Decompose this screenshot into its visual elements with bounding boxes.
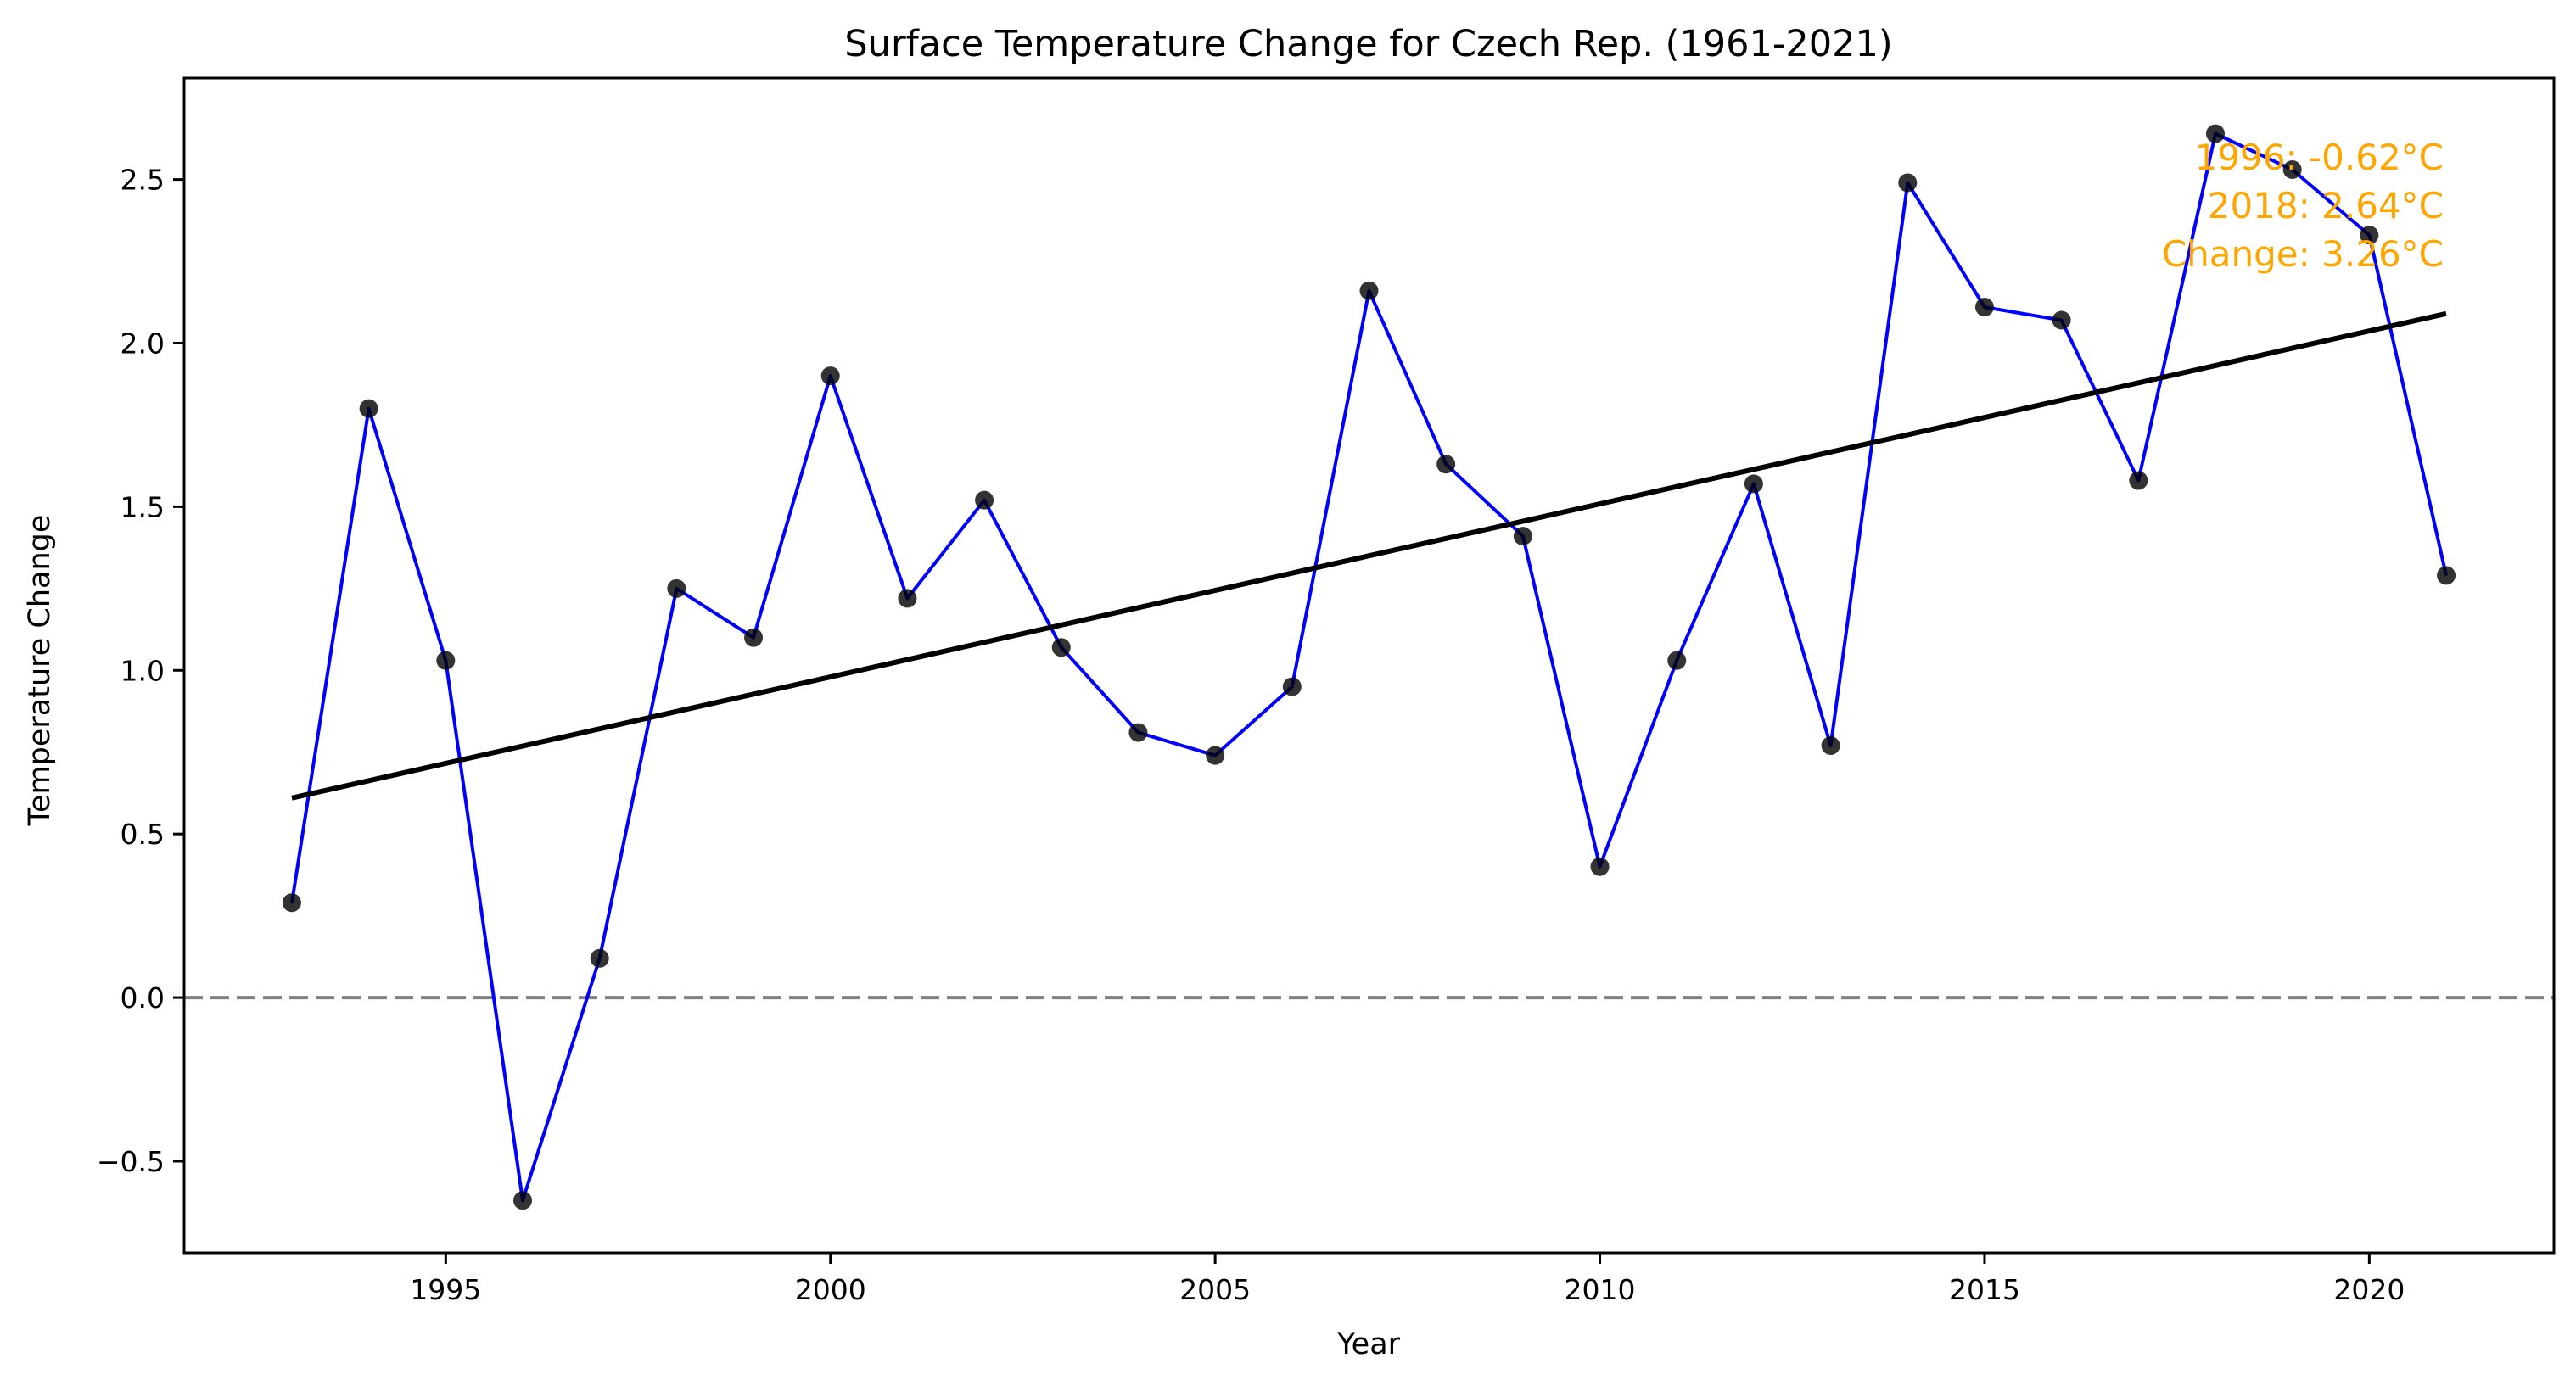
data-point-2008 [1436,455,1456,474]
data-point-1997 [590,948,609,968]
y-axis-label: Temperature Change [23,515,57,827]
x-tick-label: 1995 [410,1273,481,1306]
data-point-2004 [1128,723,1148,742]
data-point-2017 [2129,471,2148,490]
data-point-1993 [282,893,301,913]
data-point-2015 [1974,298,1994,317]
y-tick-label: 2.5 [120,164,165,197]
data-point-1998 [667,578,686,598]
x-tick-label: 2015 [1949,1273,2020,1306]
data-point-2003 [1051,638,1071,657]
data-point-1999 [744,628,764,647]
y-tick-label: 1.5 [120,490,165,523]
data-point-2020 [2360,226,2379,245]
x-tick-label: 2020 [2333,1273,2405,1306]
data-point-2002 [975,490,994,510]
x-tick-label: 2000 [795,1273,866,1306]
data-point-2012 [1744,474,1763,494]
x-tick-label: 2005 [1179,1273,1251,1306]
annotation-line: 1996: -0.62°C [2195,137,2444,178]
chart-title: Surface Temperature Change for Czech Rep… [844,23,1892,65]
y-tick-label: 2.0 [120,327,165,360]
annotation-line: 2018: 2.64°C [2208,185,2444,226]
y-tick-label: 1.0 [120,654,165,687]
data-point-2016 [2052,310,2071,330]
y-tick-label: −0.5 [97,1145,165,1178]
axes-frame [182,76,2556,1255]
x-tick-label: 2010 [1565,1273,1636,1306]
data-point-1996 [513,1191,532,1210]
annotation-box: 1996: -0.62°C 2018: 2.64°C Change: 3.26°C [2162,137,2444,275]
data-point-2000 [820,366,840,386]
data-point-2018 [2206,124,2225,143]
data-point-1995 [436,651,456,670]
trend-line [291,310,2447,801]
x-axis-label: Year [1336,1327,1401,1361]
data-point-2005 [1206,746,1225,765]
y-tick-label: 0.5 [120,818,165,851]
data-point-2006 [1282,677,1302,696]
plot-area: 1995 2000 2005 2010 2015 2020 −0.5 0.0 0.5 1.0 1.5… [97,76,2556,1306]
data-point-2014 [1898,173,1918,193]
data-point-2009 [1513,527,1532,546]
data-point-2001 [898,589,917,608]
data-point-2010 [1590,857,1610,876]
annotation-line: Change: 3.26°C [2162,233,2444,275]
data-point-1994 [359,399,378,418]
data-point-2013 [1821,736,1840,756]
y-tick-label: 0.0 [120,981,165,1014]
data-point-2021 [2437,566,2456,585]
data-point-2007 [1359,281,1379,300]
data-point-2011 [1667,651,1687,670]
data-point-2019 [2282,160,2302,180]
